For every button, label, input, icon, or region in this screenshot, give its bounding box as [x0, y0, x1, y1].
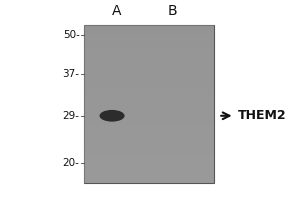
Text: 50-: 50- [63, 30, 80, 40]
Text: 37-: 37- [63, 69, 80, 79]
Text: 20-: 20- [63, 158, 80, 168]
Text: B: B [168, 4, 177, 18]
Text: 29-: 29- [63, 111, 80, 121]
FancyBboxPatch shape [84, 25, 214, 183]
Ellipse shape [100, 110, 124, 122]
Text: A: A [112, 4, 121, 18]
Text: THEM2: THEM2 [238, 109, 286, 122]
